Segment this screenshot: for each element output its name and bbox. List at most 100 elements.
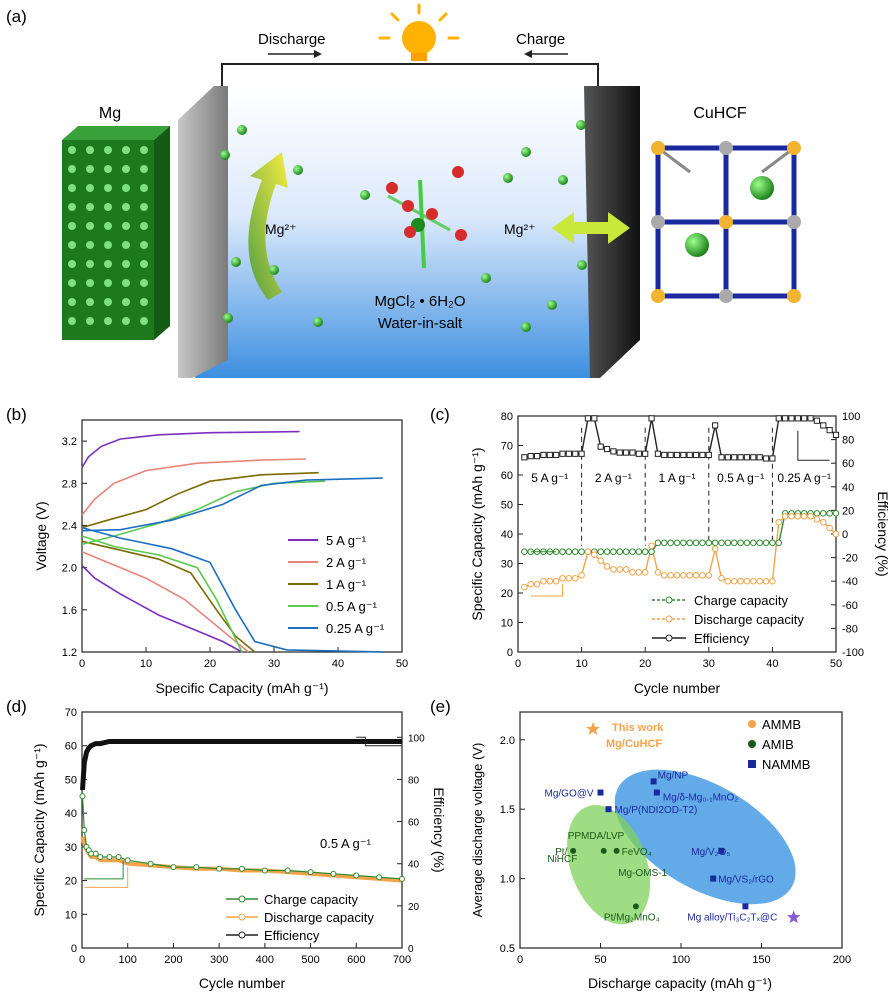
charge-point bbox=[635, 548, 643, 556]
this-work-star bbox=[787, 910, 801, 924]
charge-curve bbox=[81, 430, 300, 468]
x-tick-label: 0 bbox=[515, 658, 521, 670]
discharge-point bbox=[603, 563, 611, 570]
charge-point bbox=[826, 510, 833, 517]
mg-atom bbox=[68, 279, 76, 287]
efficiency-point bbox=[826, 427, 833, 434]
external-circuit-wire bbox=[221, 63, 599, 92]
point-label: FeVO₄ bbox=[622, 847, 652, 858]
nammb-point bbox=[650, 778, 657, 785]
x-tick-label: 20 bbox=[204, 658, 216, 670]
y-axis-title: Voltage (V) bbox=[33, 501, 49, 570]
y-axis-title: Specific Capacity (mAh g⁻¹) bbox=[469, 447, 485, 620]
charge-point bbox=[622, 548, 630, 556]
mgcl2-complex-icon bbox=[386, 166, 467, 269]
efficiency-point bbox=[801, 415, 808, 422]
efficiency-point bbox=[591, 415, 598, 422]
efficiency-point bbox=[750, 454, 757, 461]
mg-atom bbox=[122, 241, 130, 249]
charge-point bbox=[261, 867, 268, 874]
mg-atom bbox=[86, 165, 94, 173]
mg-ion bbox=[313, 317, 323, 327]
discharge-point bbox=[769, 577, 776, 585]
y2-tick-label: 40 bbox=[842, 482, 854, 494]
efficiency-point bbox=[533, 453, 541, 460]
nammb-point bbox=[653, 789, 660, 796]
mg-ion bbox=[231, 257, 241, 267]
charge-point bbox=[629, 548, 636, 556]
x-tick-label: 300 bbox=[210, 954, 228, 966]
mg-atom bbox=[122, 317, 130, 325]
discharge-point bbox=[521, 583, 528, 591]
mg-ion bbox=[269, 265, 279, 275]
discharge-curve bbox=[81, 540, 256, 653]
x-tick-label: 200 bbox=[164, 954, 182, 966]
point-label: Pt/ bbox=[555, 847, 567, 858]
legend-label: 0.5 A g⁻¹ bbox=[326, 599, 378, 614]
mg-atom bbox=[68, 260, 76, 268]
discharge-label: Discharge bbox=[258, 31, 326, 48]
point-label: Mg-OMS-1 bbox=[618, 868, 667, 879]
discharge-point bbox=[800, 513, 808, 520]
legend-label: Discharge capacity bbox=[264, 910, 374, 925]
charge-point bbox=[819, 510, 827, 517]
charge-point bbox=[193, 864, 200, 871]
discharge-point bbox=[718, 574, 725, 582]
mg-discharge-arrow bbox=[248, 152, 288, 300]
efficiency-point bbox=[731, 454, 738, 461]
legend-label: Charge capacity bbox=[264, 892, 358, 907]
y-tick-label: 70 bbox=[501, 441, 513, 453]
point-label: Mg/VS₂/rGO bbox=[718, 875, 774, 886]
ion-right-label: Mg²⁺ bbox=[504, 221, 536, 237]
mg-ion bbox=[503, 173, 513, 183]
x-axis-title: Specific Capacity (mAh g⁻¹) bbox=[155, 680, 328, 696]
mg-atom bbox=[68, 222, 76, 230]
mg-atom bbox=[140, 146, 148, 154]
charge-point bbox=[521, 548, 528, 556]
discharge-point bbox=[629, 569, 636, 576]
nammb-point bbox=[718, 847, 725, 854]
y-tick-label: 30 bbox=[65, 842, 77, 854]
x-tick-label: 30 bbox=[703, 658, 715, 670]
x-tick-label: 50 bbox=[830, 658, 842, 670]
x-tick-label: 400 bbox=[256, 954, 274, 966]
amib-point bbox=[600, 847, 607, 854]
panel-a-label: (a) bbox=[6, 7, 27, 26]
x-tick-label: 100 bbox=[672, 954, 690, 966]
charge-point bbox=[660, 539, 668, 547]
mg-atom bbox=[122, 184, 130, 192]
discharge-point bbox=[527, 580, 535, 588]
x-axis-title: Discharge capacity (mAh g⁻¹) bbox=[588, 975, 772, 991]
y2-tick-label: -60 bbox=[842, 600, 858, 612]
panel-d-label: (d) bbox=[6, 697, 27, 716]
y-tick-label: 40 bbox=[501, 529, 513, 541]
discharge-point bbox=[667, 572, 674, 579]
y2-tick-label: 40 bbox=[408, 860, 420, 871]
legend-marker bbox=[665, 596, 673, 604]
charge-point bbox=[686, 539, 694, 547]
discharge-point bbox=[610, 566, 617, 573]
amib-point bbox=[632, 903, 639, 910]
charge-point bbox=[699, 539, 706, 547]
y-tick-label: 30 bbox=[501, 559, 513, 571]
efficiency-point bbox=[692, 451, 700, 459]
y2-tick-label: 80 bbox=[408, 775, 420, 786]
charge-point bbox=[81, 827, 88, 833]
efficiency-point bbox=[832, 431, 840, 438]
charge-point bbox=[692, 539, 700, 547]
discharge-point bbox=[680, 572, 687, 579]
y-tick-label: 0 bbox=[71, 943, 77, 955]
y-tick-label: 50 bbox=[501, 500, 513, 512]
charge-point bbox=[330, 870, 337, 877]
discharge-point bbox=[813, 515, 821, 523]
charge-point bbox=[832, 510, 840, 517]
y-tick-label: 70 bbox=[65, 707, 77, 719]
charge-point bbox=[775, 539, 783, 547]
charge-point bbox=[571, 548, 579, 556]
rate-label: 2 A g⁻¹ bbox=[595, 471, 632, 485]
rate-label: 0.5 A g⁻¹ bbox=[717, 471, 764, 485]
discharge-point bbox=[750, 577, 757, 585]
legend-label: 0.25 A g⁻¹ bbox=[326, 621, 385, 636]
charge-point bbox=[124, 857, 131, 864]
y2-tick-label: 0 bbox=[842, 529, 848, 541]
